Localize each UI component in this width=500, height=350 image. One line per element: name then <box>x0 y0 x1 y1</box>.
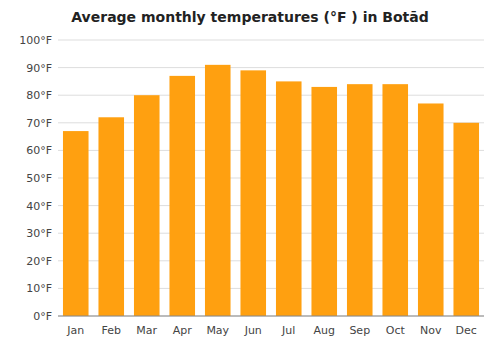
y-tick-label: 100°F <box>19 34 52 47</box>
bar <box>347 84 373 316</box>
x-tick-label: Sep <box>349 324 370 337</box>
bar <box>418 103 444 316</box>
grid-line <box>58 40 484 41</box>
x-tick-label: Jul <box>281 324 295 337</box>
bar <box>134 95 160 316</box>
bar <box>240 70 266 316</box>
x-tick-label: Feb <box>102 324 121 337</box>
bar <box>453 123 479 316</box>
x-tick-label: Oct <box>386 324 406 337</box>
y-tick-label: 90°F <box>26 62 52 75</box>
y-tick-label: 70°F <box>26 117 52 130</box>
y-tick-label: 80°F <box>26 89 52 102</box>
bar <box>382 84 408 316</box>
x-tick-label: Jan <box>66 324 84 337</box>
bars <box>63 65 479 316</box>
y-axis: 0°F 10°F 20°F 30°F 40°F 50°F 60°F 70°F 80°F 90°F 1… <box>19 34 484 323</box>
grid-line <box>58 95 484 96</box>
y-tick-label: 30°F <box>26 227 52 240</box>
y-tick-label: 0°F <box>33 310 52 323</box>
x-tick-label: Aug <box>314 324 335 337</box>
bar <box>169 76 195 316</box>
x-axis-line <box>58 316 484 317</box>
chart-svg: Average monthly temperatures (°F ) in Bo… <box>0 0 500 350</box>
title: Average monthly temperatures (°F ) in Bo… <box>71 9 428 25</box>
chart-container: Average monthly temperatures (°F ) in Bo… <box>0 0 500 350</box>
x-tick-label: Nov <box>420 324 442 337</box>
y-tick-label: 50°F <box>26 172 52 185</box>
bar <box>98 117 124 316</box>
bar <box>63 131 89 316</box>
x-tick-label: Dec <box>456 324 477 337</box>
bar <box>311 87 337 316</box>
bar <box>205 65 231 316</box>
x-tick-label: Mar <box>136 324 157 337</box>
x-tick-label: Apr <box>173 324 193 337</box>
y-tick-label: 60°F <box>26 144 52 157</box>
x-axis: Jan Feb Mar Apr May Jun Jul Aug Sep Oct Nov Dec <box>58 316 484 337</box>
x-tick-label: Jun <box>244 324 262 337</box>
y-tick-label: 10°F <box>26 282 52 295</box>
y-tick-label: 40°F <box>26 200 52 213</box>
y-tick-label: 20°F <box>26 255 52 268</box>
grid-line <box>58 67 484 68</box>
x-tick-label: May <box>206 324 229 337</box>
bar <box>276 81 302 316</box>
grid-line <box>58 316 484 317</box>
